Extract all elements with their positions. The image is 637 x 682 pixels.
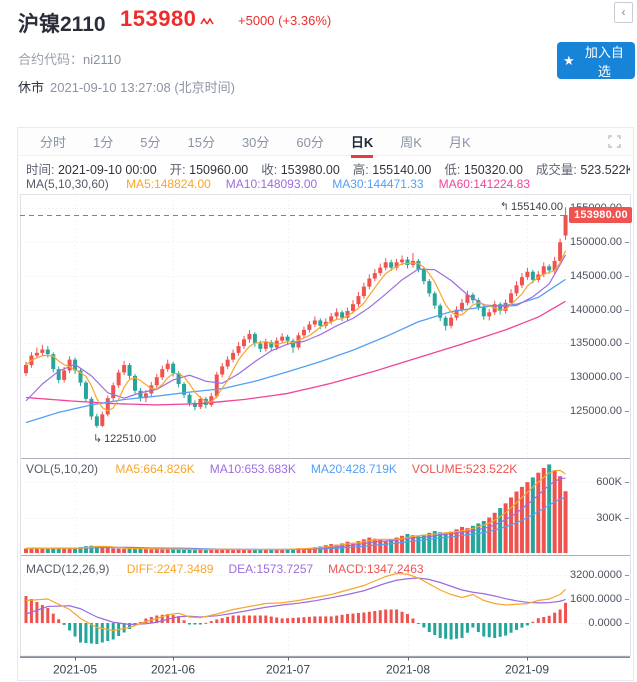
info-item-0: 时间: 2021-09-10 00:00	[26, 163, 157, 176]
tab-daily[interactable]: 日K	[350, 132, 374, 158]
ohlc-info-bar: 时间: 2021-09-10 00:00 开: 150960.00 收: 15398…	[26, 159, 630, 176]
tab-weekly[interactable]: 周K	[400, 135, 422, 150]
low-marker-arrow-icon: ↳	[92, 432, 103, 445]
ma-legend-item-3: MA60:141224.83	[438, 177, 531, 191]
price-up-icon	[200, 13, 214, 25]
last-price: 153980	[120, 6, 197, 31]
high-price-marker: ↰ 155140.00	[499, 201, 563, 214]
market-status: 休市	[18, 80, 45, 95]
star-icon: ★	[563, 53, 575, 68]
period-tab-bar: 分时 1分 5分 15分 30分 60分 日K 周K 月K	[18, 128, 633, 158]
collapse-button[interactable]: ‹	[614, 2, 633, 23]
contract-code-value: ni2110	[83, 52, 122, 67]
ma-legend-item-2: MA30:144471.33	[332, 177, 424, 191]
high-marker-arrow-icon: ↰	[499, 201, 509, 214]
add-watchlist-button[interactable]: ★ 加入自选	[557, 42, 635, 79]
ma-legend-title: MA(5,10,30,60)	[26, 177, 109, 191]
macd-legend-item-0: DIFF:2247.3489	[126, 562, 214, 576]
ma-legend-item-0: MA5:148824.00	[126, 177, 211, 191]
ma-legend: MA(5,10,30,60) MA5:148824.00 MA10:148093.…	[26, 177, 586, 193]
vol-legend-item-0: MA5:664.826K	[115, 462, 195, 476]
chevron-left-icon: ‹	[621, 5, 626, 19]
kline-chart-area: ↰ 155140.00 ↳ 122510.00 153980.00 VOL(5,10…	[18, 194, 633, 681]
info-item-4: 低: 150320.00	[444, 163, 523, 176]
last-price-badge: 153980.00	[569, 207, 632, 224]
tab-5min[interactable]: 5分	[140, 135, 161, 150]
vol-legend-item-3: VOLUME:523.522K	[411, 462, 518, 476]
contract-code-label: 合约代码：	[18, 52, 84, 67]
tab-timeline[interactable]: 分时	[40, 135, 67, 150]
add-watchlist-label: 加入自选	[584, 44, 624, 79]
contract-title: 沪镍2110	[18, 13, 106, 36]
chart-panel: 分时 1分 5分 15分 30分 60分 日K 周K 月K 时间: 2021-09-10 00:…	[17, 127, 634, 681]
volume-legend-title: VOL(5,10,20)	[26, 462, 99, 476]
volume-legend: VOL(5,10,20) MA5:664.826K MA10:653.683K MA…	[26, 462, 586, 478]
info-item-5: 成交量: 523.522K	[535, 163, 630, 176]
tab-1min[interactable]: 1分	[93, 135, 114, 150]
tab-30min[interactable]: 30分	[241, 135, 270, 150]
info-item-1: 开: 150960.00	[169, 163, 249, 176]
info-item-3: 高: 155140.00	[352, 163, 432, 176]
vol-legend-item-2: MA20:428.719K	[310, 462, 397, 476]
macd-legend: MACD(12,26,9) DIFF:2247.3489 DEA:1573.725…	[26, 562, 586, 578]
tab-15min[interactable]: 15分	[187, 135, 215, 150]
kline-canvas[interactable]	[18, 194, 633, 681]
contract-code: 合约代码：ni2110	[18, 49, 121, 68]
macd-legend-title: MACD(12,26,9)	[26, 562, 110, 576]
low-price-marker: ↳ 122510.00	[92, 432, 157, 445]
macd-legend-item-1: DEA:1573.7257	[228, 562, 314, 576]
tab-monthly[interactable]: 月K	[448, 135, 471, 150]
tab-60min[interactable]: 60分	[296, 135, 324, 150]
vol-legend-item-1: MA10:653.683K	[209, 462, 296, 476]
info-item-2: 收: 153980.00	[261, 163, 340, 176]
fullscreen-icon[interactable]	[608, 135, 621, 148]
ma-legend-item-1: MA10:148093.00	[225, 177, 318, 191]
price-change: +5000 (+3.36%)	[238, 13, 332, 28]
macd-legend-item-2: MACD:1347.2463	[328, 562, 424, 576]
quote-timestamp: 2021-09-10 13:27:08 (北京时间)	[50, 80, 235, 95]
